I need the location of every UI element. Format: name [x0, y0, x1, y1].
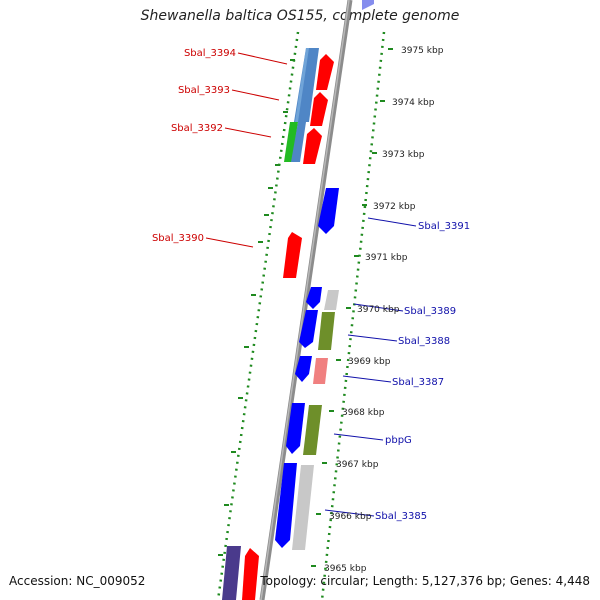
genome-backbone [259, 0, 353, 600]
gene-sbal-3392-green [284, 122, 298, 162]
gene-label-sbal-3394: Sbal_3394 [184, 48, 236, 59]
gene-sbal-3385-silver [292, 465, 314, 550]
gene-sbal-3393 [295, 48, 309, 122]
gene-label-sbal-3385: Sbal_3385 [375, 511, 427, 522]
kbp-label: 3969 kbp [348, 357, 391, 367]
gene-pbpg-blue [286, 403, 305, 454]
gene-top-partial [362, 0, 374, 10]
gene-bottom-purple [222, 546, 241, 600]
gene-sbal-3389-silver [324, 290, 339, 310]
gene-label-sbal-3390: Sbal_3390 [152, 233, 204, 244]
kbp-label: 3975 kbp [401, 46, 444, 56]
gene-sbal-3385-blue [275, 463, 297, 548]
gene-sbal-3392-blue [291, 122, 306, 162]
outer-right-dotted-line [320, 31, 386, 600]
gene-label-sbal-3393: Sbal_3393 [178, 85, 230, 96]
gene-red-top-2 [310, 92, 328, 126]
genome-info-text: Topology: circular; Length: 5,127,376 bp… [260, 574, 590, 588]
gene-label-sbal-3389: Sbal_3389 [404, 306, 456, 317]
gene-bottom-red [242, 548, 259, 600]
gene-sbal-3387-blue [295, 356, 312, 382]
kbp-label: 3972 kbp [373, 202, 416, 212]
genome-backbone-highlight [260, 0, 350, 600]
kbp-label: 3968 kbp [342, 408, 385, 418]
gene-sbal-3387-pink [313, 358, 328, 384]
gene-red-top-1 [316, 54, 334, 90]
gene-label-sbal-3392: Sbal_3392 [171, 123, 223, 134]
gene-pbpg-olive [303, 405, 322, 455]
gene-label-sbal-3391: Sbal_3391 [418, 221, 470, 232]
accession-text: Accession: NC_009052 [9, 574, 146, 588]
kbp-label: 3973 kbp [382, 150, 425, 160]
kbp-label: 3965 kbp [324, 564, 367, 574]
gene-sbal-3391 [318, 188, 339, 234]
gene-sbal-3388-olive [318, 312, 335, 350]
right-tick-marks [311, 48, 393, 567]
gene-label-sbal-3388: Sbal_3388 [398, 336, 450, 347]
kbp-label: 3966 kbp [329, 512, 372, 522]
kbp-label: 3970 kbp [357, 305, 400, 315]
gene-red-top-3 [303, 128, 322, 164]
gene-label-sbal-3387: Sbal_3387 [392, 377, 444, 388]
kbp-label: 3971 kbp [365, 253, 408, 263]
kbp-label: 3974 kbp [392, 98, 435, 108]
left-tick-marks [218, 59, 295, 556]
page-title: Shewanella baltica OS155, complete genom… [140, 8, 460, 24]
left-leader-lines [205, 52, 288, 248]
gene-sbal-3389-blue [306, 287, 322, 309]
gene-sbal-3388-blue [299, 310, 318, 348]
gene-sbal-3390 [283, 232, 302, 278]
gene-label-pbpg: pbpG [385, 435, 412, 446]
kbp-label: 3967 kbp [336, 460, 379, 470]
right-leader-lines [324, 217, 417, 517]
